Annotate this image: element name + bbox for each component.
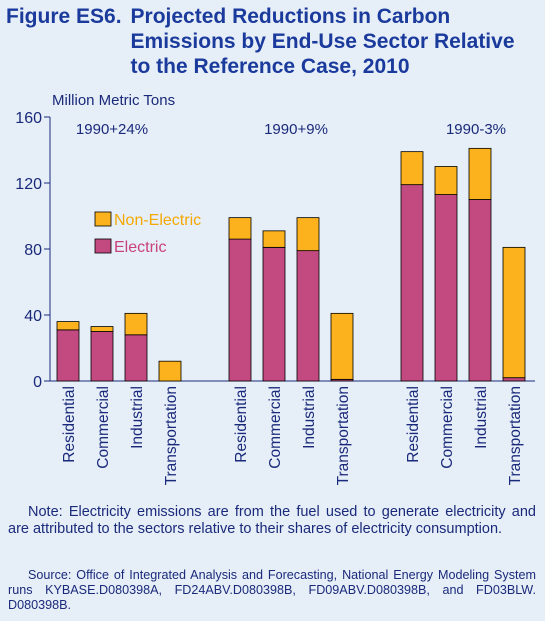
category-label: Commercial: [439, 386, 456, 469]
chart-note: Note: Electricity emissions are from the…: [8, 504, 536, 537]
category-label: Residential: [61, 386, 78, 463]
category-label: Industrial: [301, 386, 318, 449]
legend-swatch: [94, 211, 112, 227]
legend-label: Electric: [114, 239, 166, 256]
group-label: 1990+24%: [76, 121, 148, 138]
bar-non-electric: [56, 321, 80, 331]
figure-title-text: Projected Reductions in Carbon Emissions…: [130, 5, 515, 78]
y-tick-label: 40: [24, 308, 42, 325]
bar-non-electric: [502, 246, 526, 379]
category-label: Industrial: [473, 386, 490, 449]
bar-non-electric: [296, 217, 320, 252]
bar-electric: [296, 250, 320, 382]
bar-electric: [90, 331, 114, 382]
group-label: 1990-3%: [446, 121, 506, 138]
bar-electric: [434, 194, 458, 382]
bar-electric: [468, 199, 492, 382]
category-label: Commercial: [267, 386, 284, 469]
legend-swatch: [94, 238, 112, 254]
figure-number: Figure ES6.: [6, 5, 122, 28]
y-tick-label: 160: [15, 110, 42, 127]
bar-non-electric: [468, 147, 492, 200]
bar-non-electric: [434, 166, 458, 195]
category-label: Commercial: [95, 386, 112, 469]
legend-label: Non-Electric: [114, 212, 201, 229]
chart-source: Source: Office of Integrated Analysis an…: [8, 568, 536, 612]
bar-electric: [502, 377, 526, 382]
bar-non-electric: [330, 312, 354, 380]
bar-electric: [400, 184, 424, 382]
bar-electric: [124, 334, 148, 382]
category-label: Transportation: [163, 386, 180, 485]
bar-non-electric: [90, 326, 114, 332]
category-label: Transportation: [335, 386, 352, 485]
category-label: Residential: [233, 386, 250, 463]
bar-electric: [262, 246, 286, 382]
bar-non-electric: [124, 312, 148, 336]
stacked-bar-chart: 0 40 80 120 160 1990+24% Residential Commercial…: [15, 110, 535, 485]
group-label: 1990+9%: [264, 121, 328, 138]
y-tick-label: 0: [33, 374, 42, 391]
bar-electric: [228, 238, 252, 382]
bar-non-electric: [262, 230, 286, 248]
y-tick-label: 80: [24, 242, 42, 259]
figure-title: Figure ES6. Projected Reductions in Carb…: [6, 4, 538, 79]
bar-non-electric: [158, 360, 182, 382]
category-label: Transportation: [507, 386, 524, 485]
bar-non-electric: [228, 217, 252, 240]
bar-electric: [56, 329, 80, 382]
bar-non-electric: [400, 151, 424, 186]
category-label: Residential: [405, 386, 422, 463]
category-label: Industrial: [129, 386, 146, 449]
y-tick-label: 120: [15, 176, 42, 193]
y-axis-unit-label: Million Metric Tons: [52, 92, 176, 109]
